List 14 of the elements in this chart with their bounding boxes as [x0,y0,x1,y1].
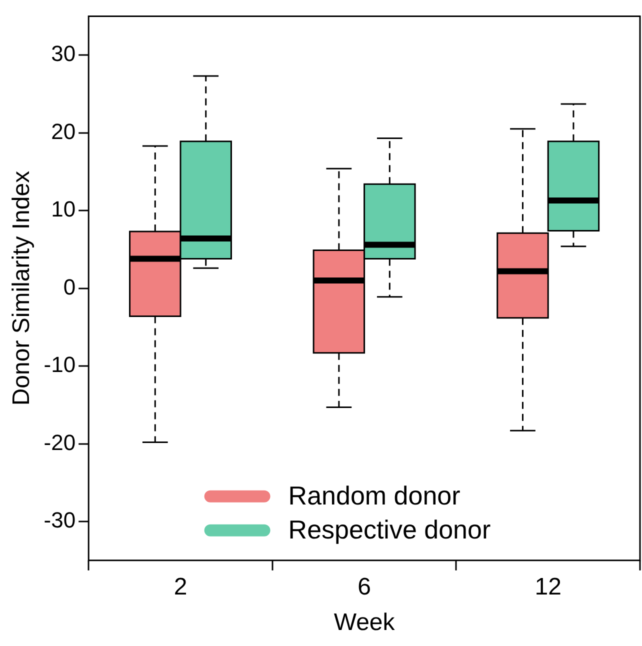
y-tick-label: -10 [44,352,76,378]
legend-label: Respective donor [288,514,491,545]
x-axis-title: Week [334,609,396,636]
legend-label: Random donor [288,480,461,511]
x-tick-label: 2 [174,573,188,600]
y-tick-label: -30 [44,508,76,533]
x-tick-label: 12 [534,573,562,600]
y-tick-label: -20 [44,430,76,455]
y-tick-label: 0 [63,274,76,300]
x-tick-label: 6 [358,573,371,600]
y-tick-label: 30 [51,41,76,66]
y-axis-title: Donor Similarity Index [8,170,36,406]
y-tick-label: 20 [51,118,76,144]
y-tick-label: 10 [51,196,76,222]
